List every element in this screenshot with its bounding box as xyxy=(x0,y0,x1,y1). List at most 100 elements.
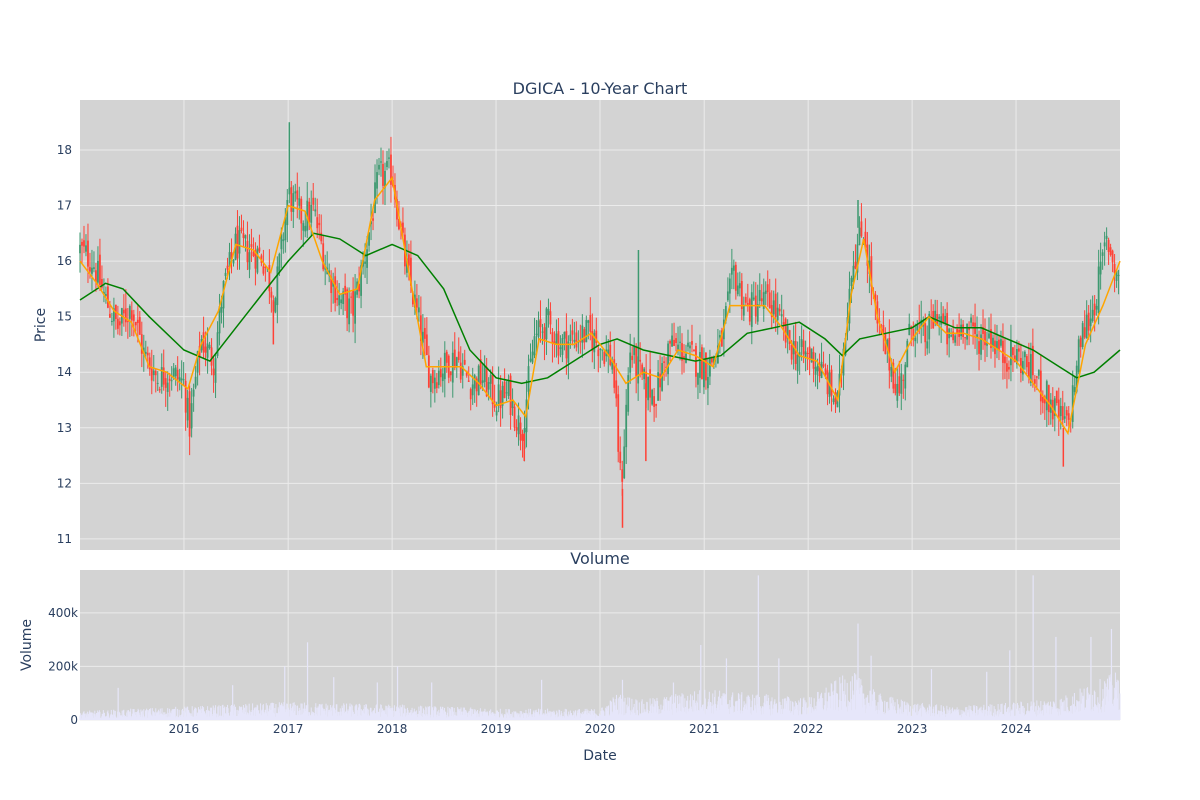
volume-bar xyxy=(964,712,966,720)
volume-bar xyxy=(324,710,326,720)
candle-up xyxy=(938,316,941,319)
volume-bar xyxy=(864,713,866,720)
volume-bar xyxy=(226,714,228,720)
volume-bar xyxy=(426,714,428,720)
volume-bar xyxy=(163,714,165,720)
volume-bar xyxy=(687,695,689,720)
volume-bar xyxy=(602,710,604,720)
volume-bar xyxy=(473,709,475,720)
candle-up xyxy=(728,278,731,294)
volume-bar xyxy=(453,707,455,720)
volume-bar xyxy=(740,694,742,720)
volume-bar xyxy=(961,717,963,720)
volume-bar xyxy=(507,709,509,720)
volume-bar xyxy=(208,710,210,720)
volume-bar xyxy=(1118,710,1120,720)
candle-down xyxy=(806,352,809,354)
volume-bar xyxy=(753,710,755,720)
volume-bar xyxy=(317,706,319,720)
volume-bar xyxy=(653,712,655,720)
volume-bar xyxy=(532,711,534,720)
candle-down xyxy=(595,330,598,343)
volume-bar xyxy=(969,709,971,720)
volume-bar xyxy=(363,704,365,720)
volume-bar xyxy=(669,697,671,720)
volume-bar xyxy=(896,699,898,720)
candle-up xyxy=(93,267,95,269)
volume-bar xyxy=(1047,701,1049,720)
candle-down xyxy=(1061,406,1064,421)
volume-bar xyxy=(842,675,844,720)
volume-bar xyxy=(666,700,668,720)
volume-bar xyxy=(199,709,201,720)
volume-bar xyxy=(594,717,596,720)
volume-bar xyxy=(381,712,383,720)
volume-bar xyxy=(953,709,955,720)
volume-bar xyxy=(1066,697,1068,720)
volume-bar xyxy=(500,716,502,720)
volume-bar xyxy=(155,712,157,720)
candle-down xyxy=(830,369,833,396)
volume-bar xyxy=(245,704,247,720)
volume-bar xyxy=(917,711,919,720)
volume-bar xyxy=(1011,710,1013,720)
volume-bar xyxy=(1064,711,1066,720)
volume-bar xyxy=(270,703,272,720)
volume-bar xyxy=(382,711,384,720)
candle-down xyxy=(778,308,781,312)
volume-bar xyxy=(831,691,833,720)
volume-bar xyxy=(704,689,706,720)
volume-bar xyxy=(735,701,737,720)
candle-down xyxy=(1002,340,1004,363)
candle-up xyxy=(940,316,943,325)
volume-bar xyxy=(989,704,991,720)
volume-bar xyxy=(584,712,586,720)
volume-bar xyxy=(399,712,401,720)
candle-down xyxy=(1057,399,1060,419)
candle-up xyxy=(988,333,990,339)
volume-bar xyxy=(604,716,606,720)
volume-bar xyxy=(268,708,270,720)
volume-bar xyxy=(1073,692,1075,720)
volume-bar xyxy=(354,713,356,720)
volume-bar xyxy=(1088,694,1090,720)
volume-bar xyxy=(158,714,160,720)
volume-bar xyxy=(551,716,553,720)
volume-bar xyxy=(293,712,295,720)
x-tick-label: 2017 xyxy=(273,722,304,736)
volume-bar xyxy=(1096,707,1098,720)
volume-bar xyxy=(1022,705,1024,720)
volume-bar xyxy=(783,708,785,720)
volume-bar xyxy=(651,706,653,720)
volume-bar xyxy=(752,694,754,720)
x-tick-label: 2020 xyxy=(585,722,616,736)
candle-down xyxy=(603,351,606,364)
candle-up xyxy=(338,295,341,306)
volume-bar xyxy=(894,702,896,720)
volume-bar xyxy=(706,708,708,720)
volume-bar xyxy=(795,709,797,720)
volume-bar xyxy=(551,711,553,720)
volume-bar xyxy=(178,709,180,720)
volume-bar xyxy=(847,711,849,720)
volume-bar xyxy=(457,708,459,720)
volume-bar xyxy=(885,714,887,720)
volume-bar xyxy=(738,694,740,720)
candle-up xyxy=(920,319,923,328)
candle-up xyxy=(487,382,490,390)
volume-bar xyxy=(938,716,940,720)
volume-bar xyxy=(494,713,496,720)
volume-bar xyxy=(283,702,285,720)
volume-bar xyxy=(465,709,467,720)
volume-bar xyxy=(639,714,641,720)
volume-bar xyxy=(948,713,950,720)
volume-bar xyxy=(739,710,741,720)
volume-bar xyxy=(378,712,380,720)
volume-bar xyxy=(523,717,525,720)
volume-bar xyxy=(1021,712,1023,720)
volume-bar xyxy=(1017,705,1019,720)
volume-bar xyxy=(803,710,805,720)
volume-bar xyxy=(732,705,734,720)
candle-up xyxy=(342,291,345,305)
candle-up xyxy=(455,357,458,367)
